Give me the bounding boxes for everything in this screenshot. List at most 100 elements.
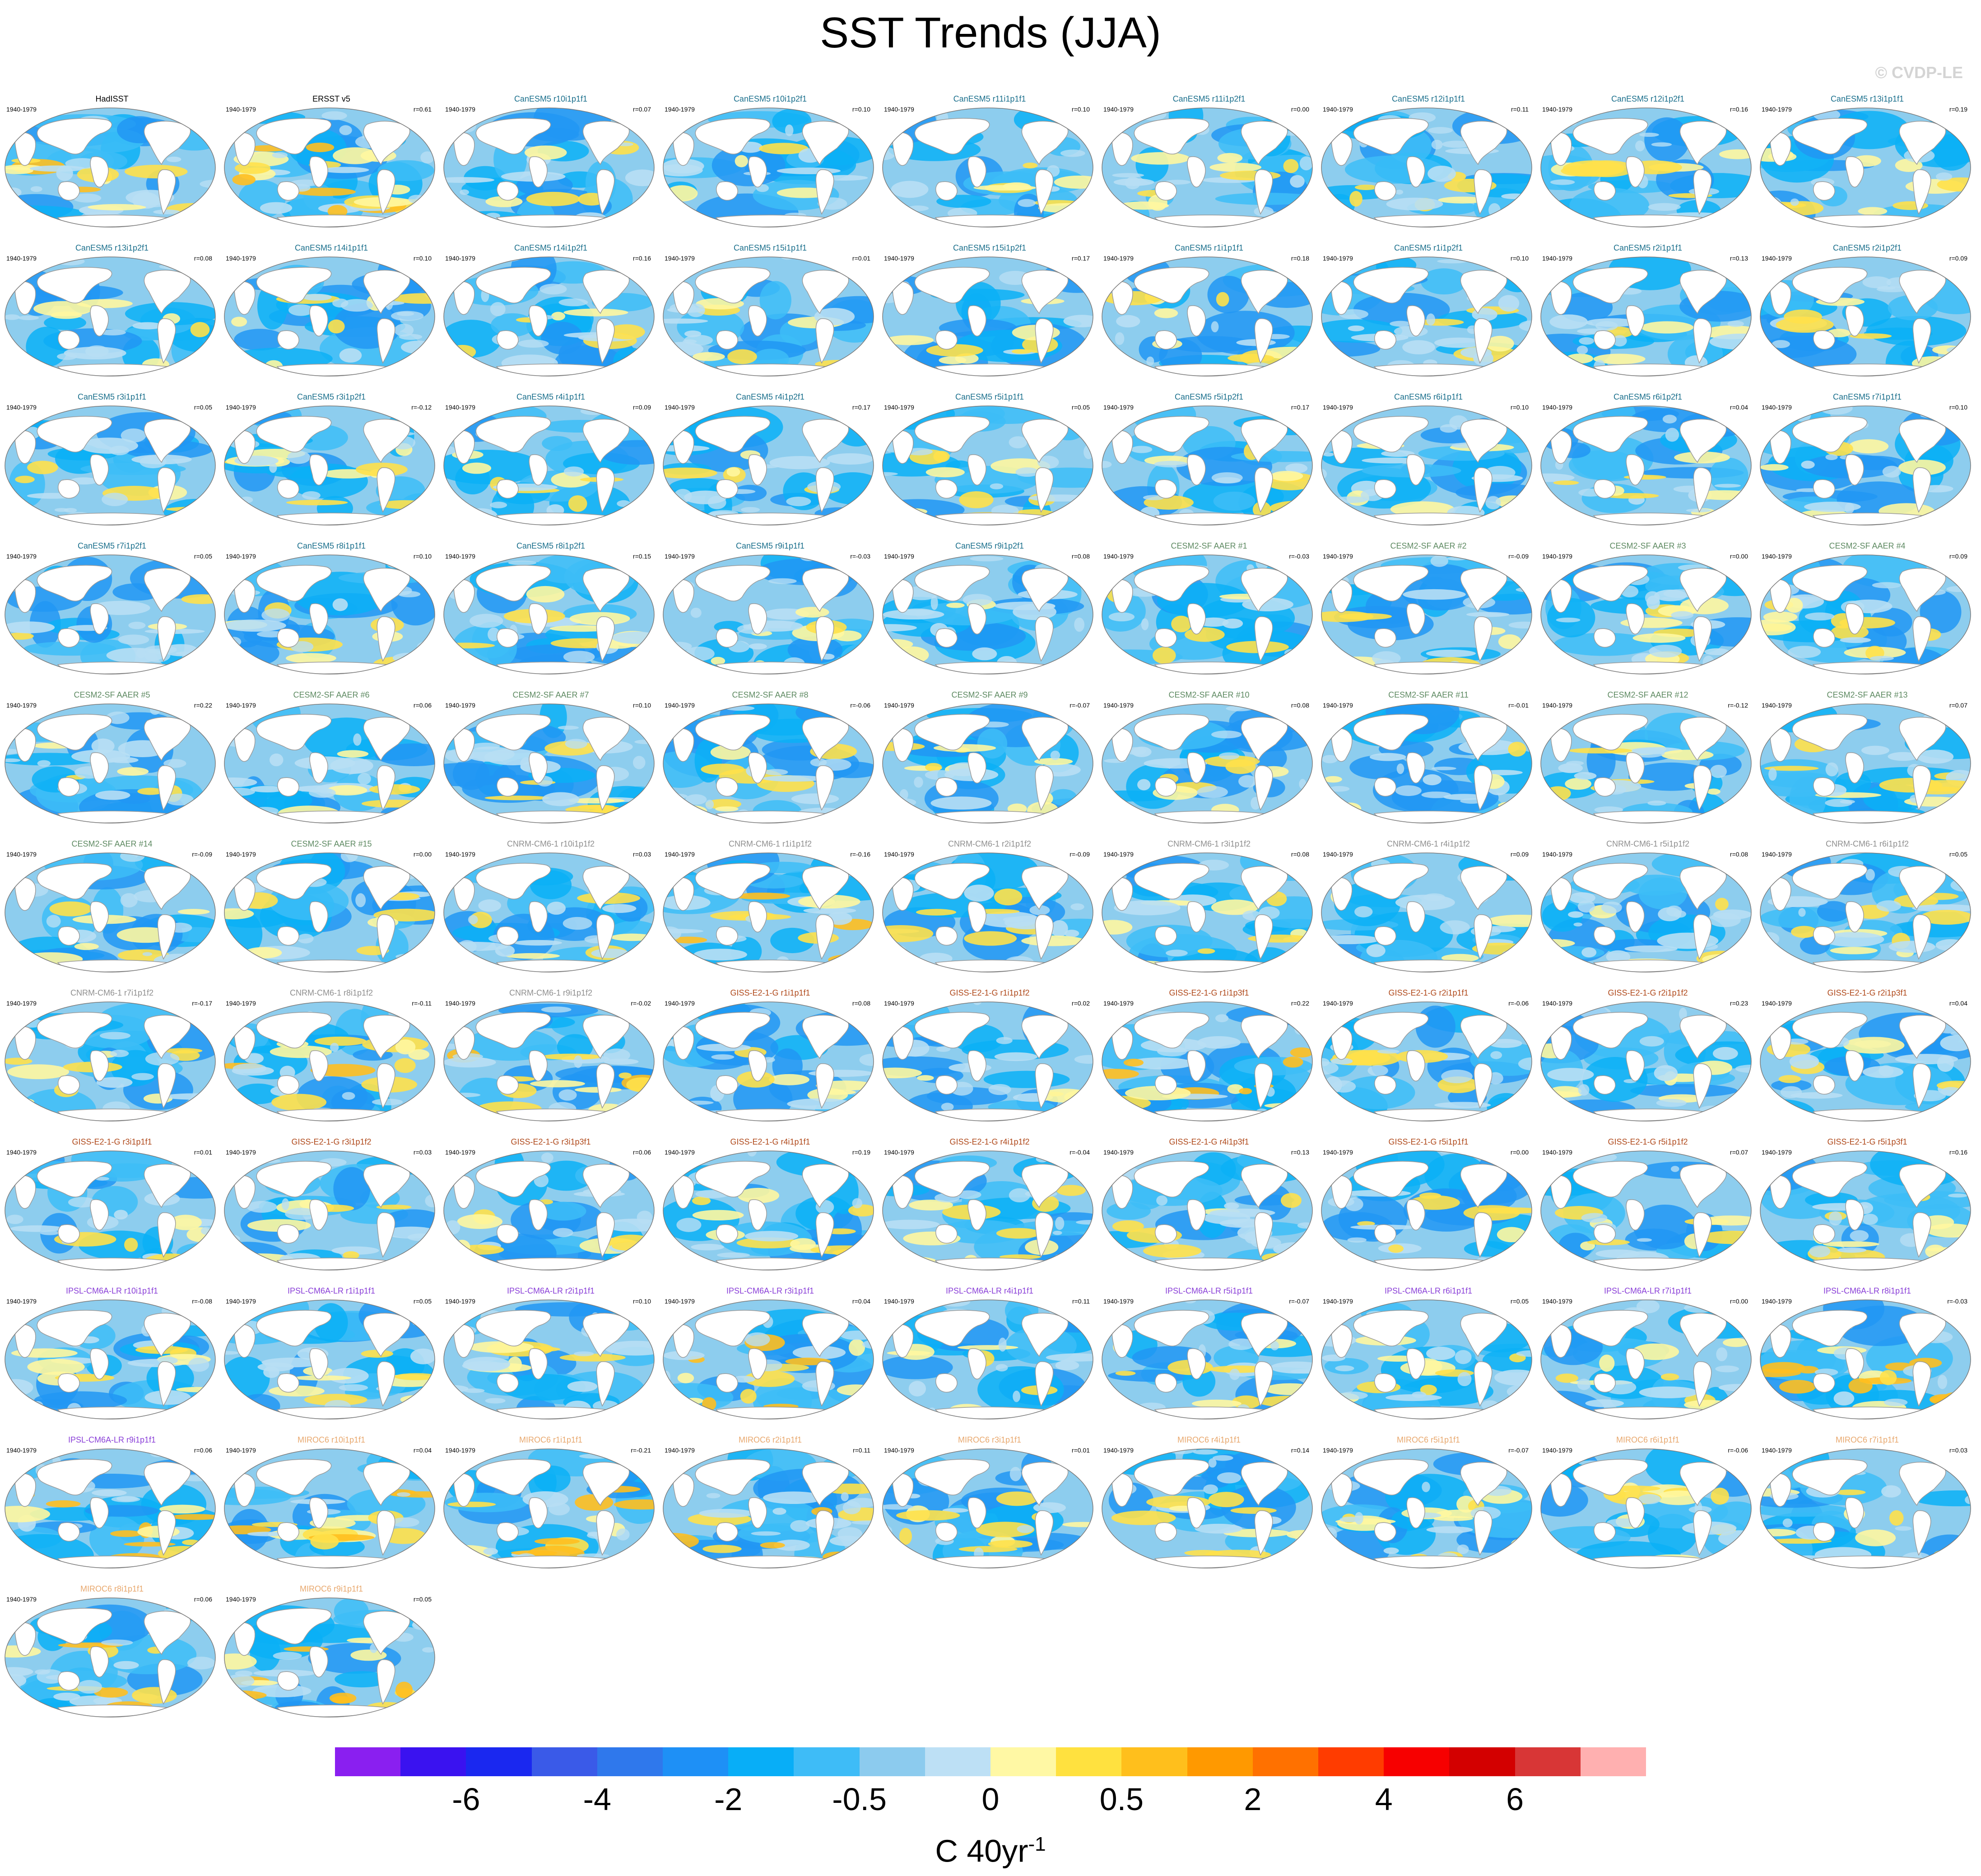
pattern-correlation: r=0.05 (1949, 851, 1967, 858)
sst-trend-map (5, 405, 216, 526)
pattern-correlation: r=-0.07 (1508, 1447, 1529, 1454)
pattern-correlation: r=0.23 (1730, 1000, 1748, 1007)
period-label: 1940-1979 (1762, 553, 1792, 560)
map-panel: GISS-E2-1-G r2i1p1f2 1940-1979 r=0.23 (1539, 988, 1756, 1128)
sst-trend-map (443, 1299, 655, 1420)
pattern-correlation: r=0.13 (1291, 1149, 1309, 1156)
map-panel: ERSST v5 1940-1979 r=0.61 (223, 94, 440, 234)
panel-label: CanESM5 r12i1p2f1 (1611, 94, 1685, 103)
sst-trend-map (5, 256, 216, 377)
pattern-correlation: r=0.61 (413, 106, 432, 113)
period-label: 1940-1979 (884, 255, 914, 262)
panel-label: CNRM-CM6-1 r7i1p1f2 (70, 988, 154, 997)
colorbar-tick-label: -2 (714, 1782, 743, 1817)
sst-trend-map (224, 1448, 435, 1569)
map-panel: CanESM5 r4i1p1f1 1940-1979 r=0.09 (442, 392, 659, 532)
period-label: 1940-1979 (226, 851, 256, 858)
sst-trend-map (1102, 1150, 1313, 1271)
sst-trend-map (224, 703, 435, 824)
panel-label: GISS-E2-1-G r3i1p1f1 (72, 1137, 152, 1146)
panel-label: CanESM5 r6i1p2f1 (1613, 392, 1683, 401)
panel-label: CanESM5 r4i1p1f1 (516, 392, 586, 401)
watermark: © CVDP-LE (1875, 63, 1963, 82)
pattern-correlation: r=-0.12 (411, 404, 432, 411)
pattern-correlation: r=0.07 (1949, 702, 1967, 709)
panel-label: CNRM-CM6-1 r5i1p1f2 (1606, 839, 1690, 848)
panel-label: GISS-E2-1-G r3i1p1f2 (291, 1137, 372, 1146)
map-panel: CNRM-CM6-1 r3i1p1f2 1940-1979 r=0.08 (1101, 839, 1317, 979)
sst-trend-map (443, 405, 655, 526)
sst-trend-map (224, 1001, 435, 1122)
period-label: 1940-1979 (1323, 255, 1353, 262)
pattern-correlation: r=0.16 (632, 255, 651, 262)
panel-label: CanESM5 r11i1p1f1 (953, 94, 1026, 103)
colorbar-tick-label: -4 (583, 1782, 611, 1817)
period-label: 1940-1979 (1762, 1447, 1792, 1454)
colorbar-segment (597, 1747, 663, 1776)
period-label: 1940-1979 (6, 106, 37, 113)
period-label: 1940-1979 (1103, 404, 1134, 411)
period-label: 1940-1979 (1323, 702, 1353, 709)
period-label: 1940-1979 (884, 1447, 914, 1454)
period-label: 1940-1979 (226, 255, 256, 262)
period-label: 1940-1979 (445, 106, 475, 113)
pattern-correlation: r=-0.09 (1070, 851, 1090, 858)
pattern-correlation: r=0.05 (1510, 1298, 1529, 1305)
map-panel: CESM2-SF AAER #3 1940-1979 r=0.00 (1539, 541, 1756, 681)
sst-trend-map (1760, 554, 1971, 675)
map-panel: IPSL-CM6A-LR r8i1p1f1 1940-1979 r=-0.03 (1759, 1286, 1976, 1426)
pattern-correlation: r=0.06 (413, 702, 432, 709)
map-panel-grid: HadISST 1940-1979 ERSST v5 1940-1979 r=0.61 C… (4, 94, 1976, 1718)
panel-label: IPSL-CM6A-LR r4i1p1f1 (945, 1286, 1034, 1295)
panel-label: IPSL-CM6A-LR r10i1p1f1 (65, 1286, 158, 1295)
period-label: 1940-1979 (1323, 553, 1353, 560)
sst-trend-map (1321, 703, 1532, 824)
colorbar-segment (1056, 1747, 1122, 1776)
panel-label: GISS-E2-1-G r5i1p3f1 (1827, 1137, 1907, 1146)
pattern-correlation: r=-0.17 (192, 1000, 212, 1007)
map-panel: CNRM-CM6-1 r7i1p1f2 1940-1979 r=-0.17 (4, 988, 220, 1128)
map-panel: CESM2-SF AAER #2 1940-1979 r=-0.09 (1320, 541, 1537, 681)
period-label: 1940-1979 (1323, 1447, 1353, 1454)
sst-trend-map (5, 1299, 216, 1420)
pattern-correlation: r=0.04 (1730, 404, 1748, 411)
panel-label: IPSL-CM6A-LR r2i1p1f1 (507, 1286, 595, 1295)
period-label: 1940-1979 (1103, 255, 1134, 262)
map-panel: GISS-E2-1-G r4i1p1f1 1940-1979 r=0.19 (662, 1137, 879, 1277)
panel-label: GISS-E2-1-G r2i1p1f2 (1608, 988, 1688, 997)
panel-label: CESM2-SF AAER #6 (293, 690, 370, 699)
map-panel: MIROC6 r7i1p1f1 1940-1979 r=0.03 (1759, 1435, 1976, 1575)
pattern-correlation: r=0.06 (194, 1596, 212, 1603)
sst-trend-map (224, 554, 435, 675)
period-label: 1940-1979 (665, 1149, 695, 1156)
panel-label: GISS-E2-1-G r1i1p1f1 (730, 988, 810, 997)
period-label: 1940-1979 (226, 404, 256, 411)
panel-label: CNRM-CM6-1 r1i1p1f2 (728, 839, 812, 848)
panel-label: GISS-E2-1-G r2i1p3f1 (1827, 988, 1907, 997)
map-panel: GISS-E2-1-G r4i1p1f2 1940-1979 r=-0.04 (881, 1137, 1098, 1277)
map-panel: CanESM5 r12i1p1f1 1940-1979 r=0.11 (1320, 94, 1537, 234)
sst-trend-map (5, 852, 216, 973)
period-label: 1940-1979 (6, 1298, 37, 1305)
period-label: 1940-1979 (226, 1596, 256, 1603)
panel-label: CESM2-SF AAER #13 (1827, 690, 1908, 699)
units-exponent: -1 (1028, 1833, 1046, 1855)
map-panel: GISS-E2-1-G r4i1p3f1 1940-1979 r=0.13 (1101, 1137, 1317, 1277)
period-label: 1940-1979 (1542, 553, 1572, 560)
panel-label: CanESM5 r12i1p1f1 (1391, 94, 1465, 103)
panel-label: CanESM5 r2i1p1f1 (1613, 243, 1683, 252)
pattern-correlation: r=-0.11 (412, 1000, 432, 1007)
sst-trend-map (1102, 703, 1313, 824)
period-label: 1940-1979 (1542, 106, 1572, 113)
map-panel: CESM2-SF AAER #7 1940-1979 r=0.10 (442, 690, 659, 830)
colorbar-tick-label: 0 (981, 1782, 1000, 1817)
sst-trend-map (1760, 1150, 1971, 1271)
panel-label: CESM2-SF AAER #8 (732, 690, 809, 699)
colorbar-segment (335, 1747, 401, 1776)
period-label: 1940-1979 (665, 702, 695, 709)
panel-label: CanESM5 r10i1p2f1 (733, 94, 807, 103)
map-panel: MIROC6 r2i1p1f1 1940-1979 r=0.11 (662, 1435, 879, 1575)
colorbar-segment (663, 1747, 729, 1776)
pattern-correlation: r=0.11 (1072, 1298, 1090, 1305)
map-panel: CanESM5 r9i1p2f1 1940-1979 r=0.08 (881, 541, 1098, 681)
